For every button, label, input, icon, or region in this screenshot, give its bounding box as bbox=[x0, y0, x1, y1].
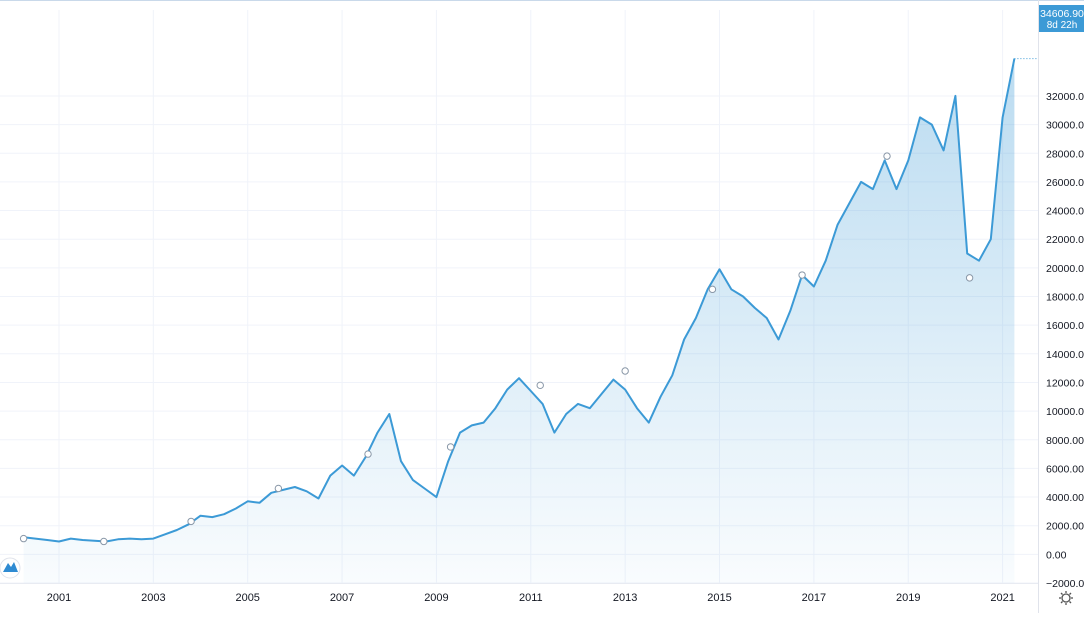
y-tick-label: 20000.00 bbox=[1046, 263, 1084, 275]
series-area bbox=[23, 58, 1015, 584]
y-tick-label: 4000.00 bbox=[1046, 492, 1084, 504]
event-marker[interactable] bbox=[883, 152, 891, 160]
last-price-label: 34606.90 bbox=[1040, 8, 1084, 20]
last-price-badge bbox=[1039, 5, 1084, 32]
y-tick-label: 0.00 bbox=[1046, 549, 1067, 561]
y-tick-label: 18000.00 bbox=[1046, 292, 1084, 304]
y-tick-label: 2000.00 bbox=[1046, 521, 1084, 533]
x-tick-label: 2005 bbox=[235, 592, 259, 604]
x-tick-label: 2001 bbox=[47, 592, 71, 604]
settings-gear-icon[interactable] bbox=[1059, 591, 1073, 605]
x-tick-label: 2017 bbox=[802, 592, 826, 604]
x-tick-label: 2007 bbox=[330, 592, 354, 604]
y-tick-label: 22000.00 bbox=[1046, 234, 1084, 246]
event-marker[interactable] bbox=[708, 285, 717, 294]
event-marker[interactable] bbox=[621, 367, 629, 375]
event-marker[interactable] bbox=[364, 450, 372, 458]
event-marker[interactable] bbox=[536, 381, 544, 390]
y-tick-label: 26000.00 bbox=[1046, 177, 1084, 189]
y-tick-label: 28000.00 bbox=[1046, 148, 1084, 160]
x-tick-label: 2003 bbox=[141, 592, 165, 604]
y-tick-label: 12000.00 bbox=[1046, 377, 1084, 389]
chart-logo-icon[interactable] bbox=[0, 557, 21, 579]
x-tick-label: 2011 bbox=[519, 592, 543, 604]
event-marker[interactable] bbox=[19, 534, 28, 543]
event-marker[interactable] bbox=[187, 517, 195, 526]
event-marker[interactable] bbox=[965, 274, 974, 282]
y-tick-label: 24000.00 bbox=[1046, 206, 1084, 218]
y-tick-label: 8000.00 bbox=[1046, 435, 1084, 447]
y-tick-label: 32000.00 bbox=[1046, 91, 1084, 103]
event-marker[interactable] bbox=[798, 271, 806, 279]
x-tick-label: 2013 bbox=[613, 592, 637, 604]
y-tick-label: 16000.00 bbox=[1046, 320, 1084, 332]
y-tick-label: 14000.00 bbox=[1046, 349, 1084, 361]
x-tick-label: 2021 bbox=[990, 592, 1014, 604]
x-tick-label: 2015 bbox=[707, 592, 731, 604]
series-line[interactable] bbox=[23, 58, 1016, 543]
event-marker[interactable] bbox=[274, 484, 283, 493]
event-marker[interactable] bbox=[446, 443, 455, 451]
y-tick-label: 30000.00 bbox=[1046, 120, 1084, 132]
countdown-label: 8d 22h bbox=[1047, 20, 1078, 31]
x-tick-label: 2009 bbox=[424, 592, 448, 604]
y-tick-label: −2000.00 bbox=[1046, 578, 1084, 590]
x-tick-label: 2019 bbox=[896, 592, 920, 604]
y-tick-label: 10000.00 bbox=[1046, 406, 1084, 418]
event-marker[interactable] bbox=[100, 537, 108, 546]
y-tick-label: 6000.00 bbox=[1046, 463, 1084, 475]
